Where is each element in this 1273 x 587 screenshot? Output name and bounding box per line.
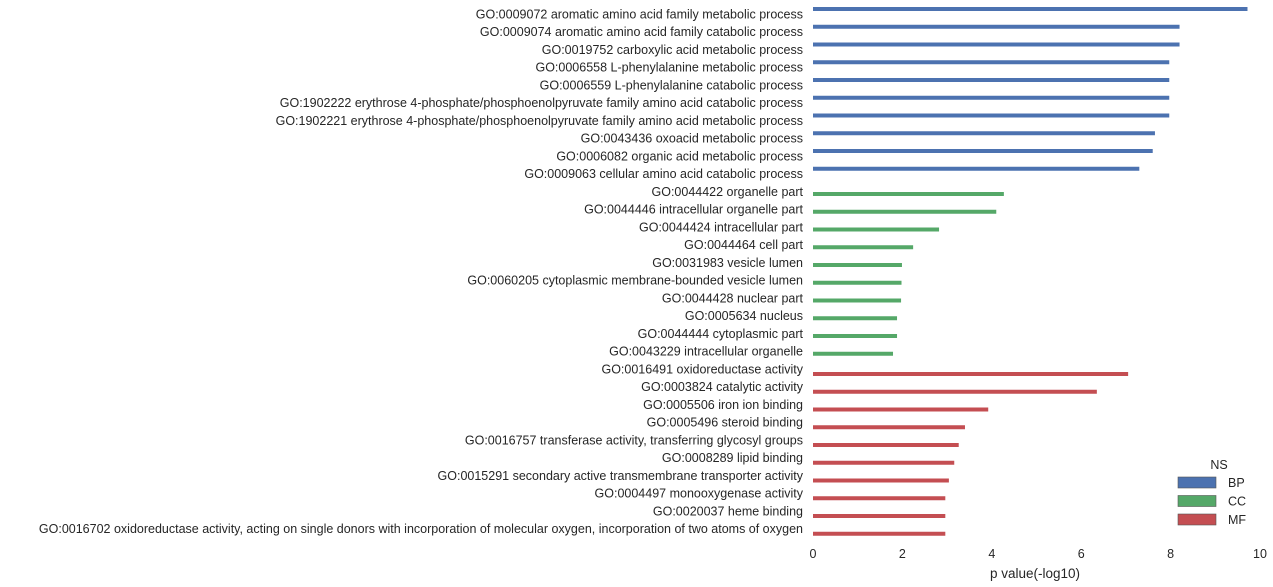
category-label: GO:0044464 cell part — [684, 238, 803, 252]
legend-label: BP — [1228, 476, 1245, 490]
legend-title: NS — [1210, 458, 1227, 472]
x-tick-label: 6 — [1078, 547, 1085, 561]
category-label: GO:0044444 cytoplasmic part — [638, 327, 804, 341]
bar — [813, 24, 1180, 29]
bar — [813, 166, 1140, 171]
bar — [813, 389, 1097, 394]
category-label: GO:0006558 L-phenylalanine metabolic pro… — [535, 61, 803, 75]
category-label: GO:0006559 L-phenylalanine catabolic pro… — [540, 78, 803, 92]
category-label: GO:0016491 oxidoreductase activity — [601, 362, 803, 376]
bar — [813, 460, 955, 465]
category-label: GO:0044428 nuclear part — [662, 291, 804, 305]
category-label: GO:1902221 erythrose 4-phosphate/phospho… — [276, 114, 803, 128]
bar — [813, 478, 949, 483]
x-tick-label: 0 — [810, 547, 817, 561]
category-label: GO:0004497 monooxygenase activity — [595, 487, 804, 501]
bar — [813, 372, 1129, 376]
bar — [813, 496, 946, 501]
bar — [813, 209, 997, 214]
category-label: GO:0005506 iron ion binding — [643, 398, 803, 412]
x-tick-label: 2 — [899, 547, 906, 561]
bar — [813, 316, 898, 321]
category-label: GO:0020037 heme binding — [653, 504, 803, 518]
bar — [813, 263, 902, 267]
bar — [813, 407, 989, 412]
bar — [813, 42, 1180, 47]
category-label: GO:0008289 lipid binding — [662, 451, 803, 465]
bar — [813, 60, 1170, 65]
legend-label: MF — [1228, 513, 1246, 527]
bar — [813, 514, 946, 518]
legend-swatch — [1177, 476, 1217, 489]
category-label: GO:0060205 cytoplasmic membrane-bounded … — [467, 274, 803, 288]
category-label: GO:0031983 vesicle lumen — [652, 256, 803, 270]
legend-swatch — [1177, 513, 1217, 526]
category-label: GO:0009063 cellular amino acid catabolic… — [524, 167, 803, 181]
x-tick-label: 8 — [1167, 547, 1174, 561]
bar — [813, 531, 946, 536]
category-label: GO:0043229 intracellular organelle — [609, 345, 803, 359]
bar — [813, 95, 1170, 100]
bar — [813, 149, 1153, 153]
bar — [813, 280, 902, 285]
bar — [813, 227, 940, 232]
bars-group — [813, 7, 1248, 536]
x-tick-label: 10 — [1253, 547, 1267, 561]
category-label: GO:0016702 oxidoreductase activity, acti… — [39, 522, 803, 536]
x-axis-title: p value(-log10) — [990, 566, 1080, 581]
category-labels-group: GO:0009072 aromatic amino acid family me… — [39, 7, 804, 536]
x-tick-label: 4 — [988, 547, 995, 561]
category-label: GO:0044422 organelle part — [652, 185, 804, 199]
legend-swatch — [1177, 495, 1217, 507]
bar — [813, 334, 898, 338]
legend-label: CC — [1228, 495, 1246, 509]
category-label: GO:0005496 steroid binding — [647, 416, 803, 430]
bar — [813, 425, 965, 430]
category-label: GO:0044424 intracellular part — [639, 220, 804, 234]
bar — [813, 131, 1155, 136]
bar — [813, 78, 1170, 82]
x-axis-ticks: 0 2 4 6 8 10 — [810, 547, 1267, 561]
bar — [813, 192, 1004, 196]
bar — [813, 113, 1170, 118]
category-label: GO:0044446 intracellular organelle part — [584, 203, 803, 217]
bar — [813, 443, 959, 447]
category-label: GO:0015291 secondary active transmembran… — [438, 469, 804, 483]
legend: NS BP CC MF — [1177, 458, 1246, 527]
category-label: GO:0019752 carboxylic acid metabolic pro… — [542, 43, 803, 57]
category-label: GO:1902222 erythrose 4-phosphate/phospho… — [280, 96, 803, 110]
category-label: GO:0003824 catalytic activity — [641, 380, 804, 394]
category-label: GO:0016757 transferase activity, transfe… — [465, 433, 803, 447]
category-label: GO:0009072 aromatic amino acid family me… — [476, 7, 803, 21]
bar — [813, 351, 894, 356]
category-label: GO:0006082 organic acid metabolic proces… — [556, 149, 803, 163]
bar — [813, 245, 914, 250]
category-label: GO:0005634 nucleus — [685, 309, 803, 323]
bar — [813, 298, 902, 303]
category-label: GO:0043436 oxoacid metabolic process — [581, 132, 803, 146]
bar — [813, 7, 1248, 11]
category-label: GO:0009074 aromatic amino acid family ca… — [480, 25, 803, 39]
